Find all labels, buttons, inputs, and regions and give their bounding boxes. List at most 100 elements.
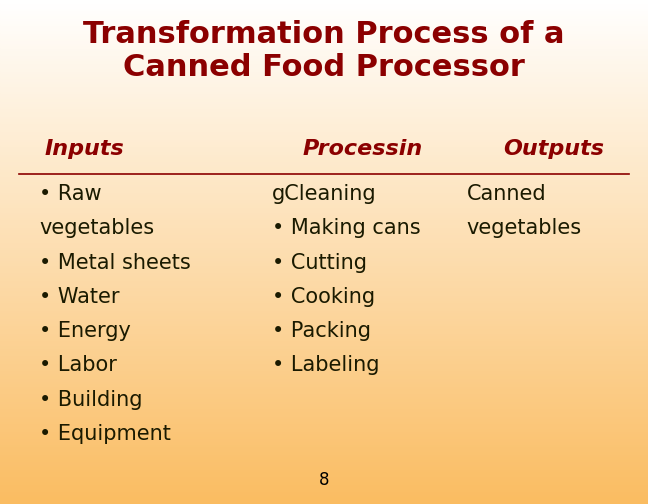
Bar bbox=[0, 474, 648, 476]
Bar bbox=[0, 287, 648, 290]
Bar bbox=[0, 323, 648, 325]
Bar bbox=[0, 484, 648, 486]
Bar bbox=[0, 343, 648, 345]
Bar bbox=[0, 262, 648, 265]
Bar bbox=[0, 139, 648, 141]
Bar bbox=[0, 103, 648, 106]
Bar bbox=[0, 33, 648, 35]
Bar bbox=[0, 3, 648, 5]
Bar bbox=[0, 310, 648, 312]
Bar bbox=[0, 199, 648, 202]
Bar bbox=[0, 330, 648, 333]
Bar bbox=[0, 353, 648, 355]
Bar bbox=[0, 229, 648, 232]
Bar bbox=[0, 71, 648, 73]
Bar bbox=[0, 227, 648, 229]
Text: • Building: • Building bbox=[39, 390, 143, 410]
Bar bbox=[0, 224, 648, 227]
Bar bbox=[0, 328, 648, 330]
Bar bbox=[0, 479, 648, 481]
Bar bbox=[0, 494, 648, 496]
Bar bbox=[0, 295, 648, 297]
Bar bbox=[0, 113, 648, 116]
Bar bbox=[0, 15, 648, 18]
Bar bbox=[0, 63, 648, 66]
Bar bbox=[0, 267, 648, 270]
Bar bbox=[0, 355, 648, 358]
Bar bbox=[0, 375, 648, 378]
Bar bbox=[0, 438, 648, 441]
Text: • Raw: • Raw bbox=[39, 184, 102, 204]
Text: gCleaning: gCleaning bbox=[272, 184, 376, 204]
Bar bbox=[0, 106, 648, 108]
Bar bbox=[0, 8, 648, 10]
Bar bbox=[0, 441, 648, 444]
Bar bbox=[0, 418, 648, 421]
Bar bbox=[0, 232, 648, 234]
Text: Processin: Processin bbox=[303, 139, 423, 159]
Bar bbox=[0, 335, 648, 338]
Bar bbox=[0, 446, 648, 449]
Bar bbox=[0, 161, 648, 164]
Bar bbox=[0, 476, 648, 479]
Bar bbox=[0, 436, 648, 438]
Bar bbox=[0, 282, 648, 285]
Bar bbox=[0, 338, 648, 340]
Bar bbox=[0, 194, 648, 197]
Bar bbox=[0, 151, 648, 154]
Bar bbox=[0, 386, 648, 388]
Bar bbox=[0, 76, 648, 78]
Text: Canned: Canned bbox=[467, 184, 546, 204]
Bar bbox=[0, 444, 648, 446]
Bar bbox=[0, 35, 648, 38]
Bar bbox=[0, 48, 648, 50]
Bar bbox=[0, 378, 648, 381]
Bar bbox=[0, 315, 648, 318]
Bar bbox=[0, 202, 648, 204]
Bar bbox=[0, 0, 648, 3]
Bar bbox=[0, 396, 648, 398]
Bar bbox=[0, 370, 648, 373]
Bar bbox=[0, 423, 648, 426]
Bar bbox=[0, 469, 648, 471]
Bar bbox=[0, 471, 648, 474]
Bar bbox=[0, 131, 648, 134]
Bar bbox=[0, 408, 648, 411]
Bar bbox=[0, 237, 648, 239]
Text: 8: 8 bbox=[319, 471, 329, 489]
Bar bbox=[0, 285, 648, 287]
Bar bbox=[0, 83, 648, 86]
Bar bbox=[0, 10, 648, 13]
Bar bbox=[0, 242, 648, 244]
Bar bbox=[0, 171, 648, 174]
Bar bbox=[0, 433, 648, 436]
Text: • Packing: • Packing bbox=[272, 321, 371, 341]
Bar bbox=[0, 239, 648, 242]
Bar bbox=[0, 265, 648, 267]
Bar bbox=[0, 197, 648, 199]
Text: • Labeling: • Labeling bbox=[272, 355, 380, 375]
Bar bbox=[0, 300, 648, 302]
Text: • Cutting: • Cutting bbox=[272, 253, 367, 273]
Bar bbox=[0, 373, 648, 375]
Bar bbox=[0, 481, 648, 484]
Text: • Labor: • Labor bbox=[39, 355, 117, 375]
Bar bbox=[0, 491, 648, 494]
Bar bbox=[0, 81, 648, 83]
Bar bbox=[0, 154, 648, 156]
Bar bbox=[0, 146, 648, 149]
Bar bbox=[0, 260, 648, 262]
Text: Inputs: Inputs bbox=[44, 139, 124, 159]
Bar bbox=[0, 159, 648, 161]
Bar bbox=[0, 108, 648, 111]
Bar bbox=[0, 181, 648, 184]
Bar bbox=[0, 496, 648, 499]
Text: • Energy: • Energy bbox=[39, 321, 131, 341]
Bar bbox=[0, 174, 648, 176]
Bar bbox=[0, 454, 648, 456]
Bar bbox=[0, 50, 648, 53]
Bar bbox=[0, 345, 648, 348]
Bar bbox=[0, 393, 648, 396]
Bar bbox=[0, 28, 648, 30]
Bar bbox=[0, 129, 648, 131]
